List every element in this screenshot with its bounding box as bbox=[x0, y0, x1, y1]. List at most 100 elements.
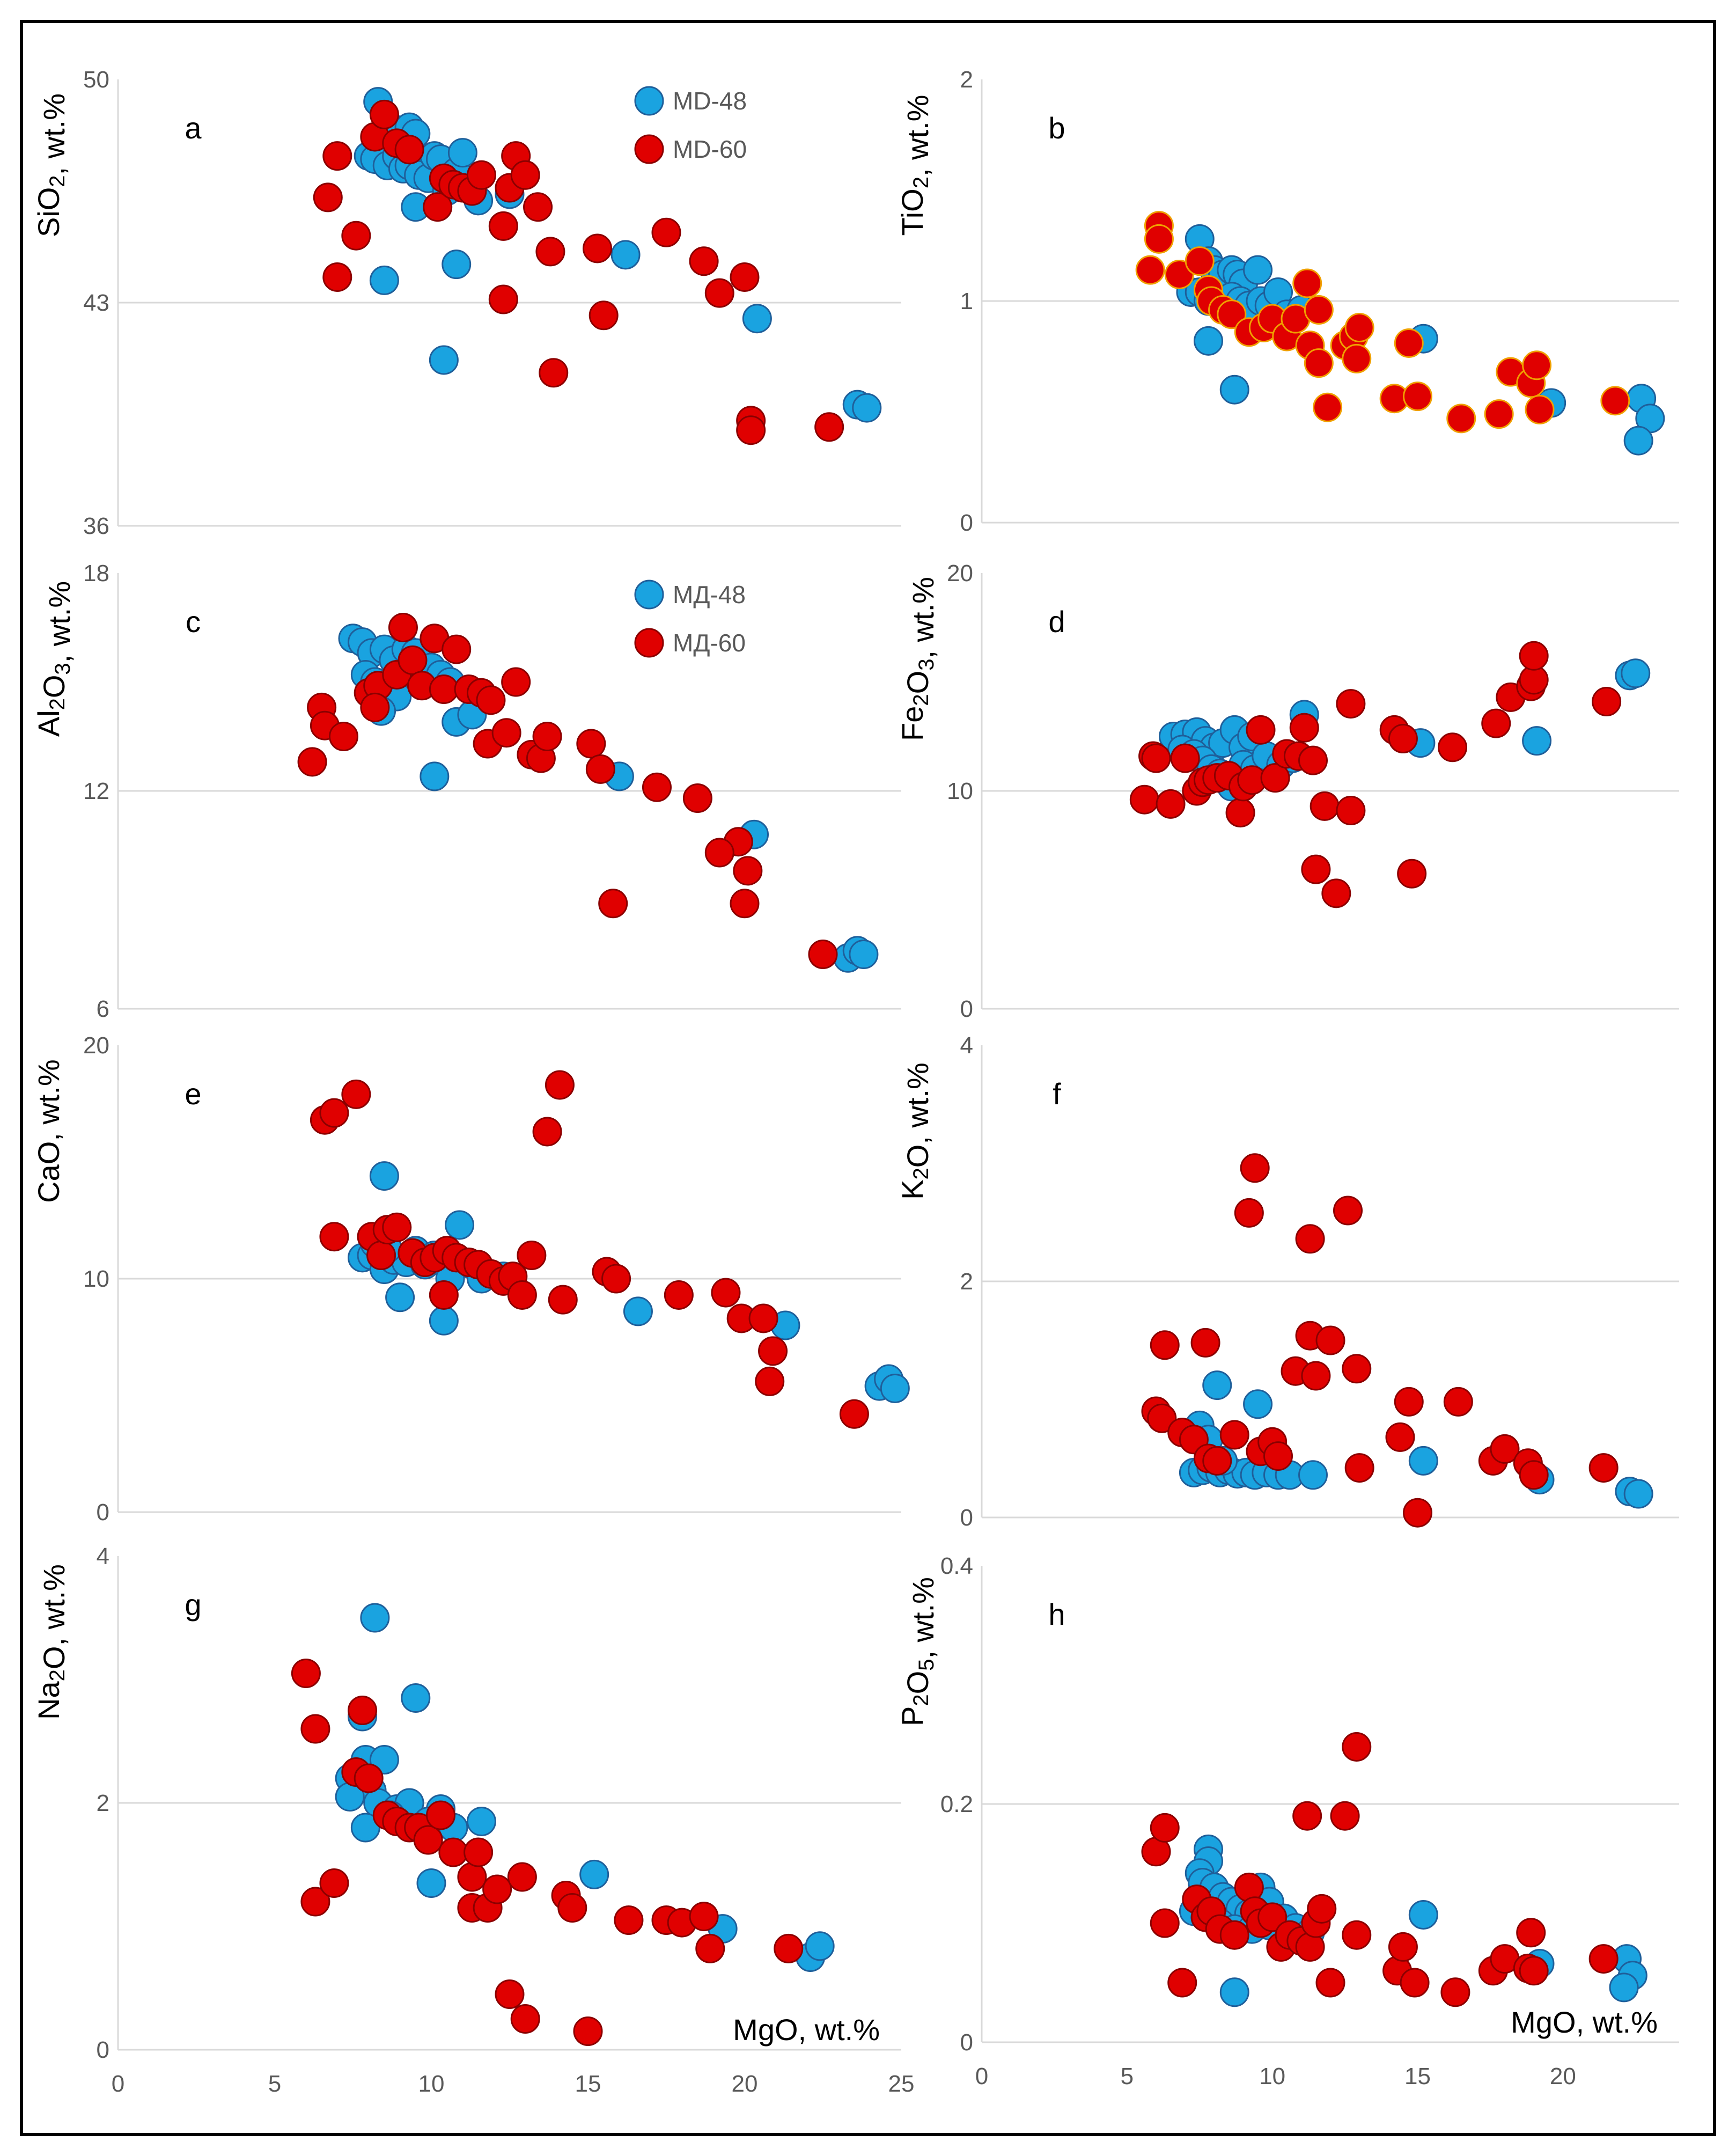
data-point bbox=[589, 300, 619, 331]
data-point bbox=[388, 613, 418, 642]
x-tick-label: 15 bbox=[1404, 2063, 1431, 2089]
data-point bbox=[1292, 268, 1322, 298]
data-point bbox=[1443, 1387, 1473, 1417]
data-point bbox=[532, 1117, 562, 1147]
data-point bbox=[1336, 796, 1366, 826]
data-point bbox=[598, 889, 628, 919]
data-point bbox=[1600, 386, 1630, 416]
x-axis-label: MgO, wt.% bbox=[1511, 2005, 1658, 2039]
data-point bbox=[805, 1931, 835, 1961]
data-point bbox=[464, 1837, 494, 1867]
data-point bbox=[300, 1887, 330, 1917]
y-tick-label: 20 bbox=[83, 1032, 109, 1059]
data-point bbox=[1623, 1479, 1653, 1509]
y-tick-label: 0 bbox=[97, 2037, 109, 2063]
series-second bbox=[310, 1070, 869, 1429]
data-point bbox=[682, 783, 712, 813]
data-point bbox=[1307, 1894, 1337, 1924]
data-point bbox=[583, 233, 613, 263]
data-point bbox=[322, 141, 352, 171]
data-point bbox=[398, 645, 428, 675]
data-point bbox=[369, 265, 399, 295]
data-point bbox=[651, 217, 681, 247]
data-point bbox=[501, 667, 531, 697]
data-point bbox=[1217, 299, 1247, 329]
data-point bbox=[466, 1807, 496, 1836]
data-point bbox=[748, 1303, 778, 1333]
data-point bbox=[1516, 1918, 1546, 1948]
y-tick-label: 0 bbox=[960, 510, 973, 536]
data-point bbox=[730, 262, 760, 292]
data-point bbox=[517, 1241, 547, 1270]
y-tick-label: 2 bbox=[97, 1790, 109, 1816]
data-point bbox=[623, 1296, 653, 1326]
data-point bbox=[394, 135, 424, 165]
data-point bbox=[413, 1825, 443, 1855]
data-point bbox=[1310, 791, 1340, 821]
x-tick-label: 0 bbox=[975, 2063, 988, 2089]
series-second bbox=[1129, 641, 1622, 908]
data-point bbox=[420, 761, 450, 791]
data-point bbox=[730, 889, 760, 919]
data-point bbox=[585, 754, 615, 784]
data-point bbox=[319, 1868, 349, 1898]
data-point bbox=[601, 1264, 631, 1294]
data-point bbox=[1342, 1354, 1372, 1384]
data-point bbox=[1202, 1370, 1232, 1400]
data-point bbox=[426, 1800, 456, 1830]
data-point bbox=[523, 192, 553, 222]
data-point bbox=[429, 1306, 459, 1336]
data-point bbox=[1304, 348, 1334, 378]
legend-marker bbox=[634, 580, 664, 610]
panel-h: 0 0.2 0.4 0 5 10 15 20 MgO, wt.% P2O5, wt.% h bbox=[895, 1553, 1679, 2089]
panel-letter: g bbox=[185, 1588, 201, 1622]
data-point bbox=[1225, 798, 1255, 828]
panel-g: 0 2 4 0 5 10 15 20 25 MgO, wt.% Na2O, wt.% g bbox=[32, 1543, 914, 2097]
y-tick-label: 0.2 bbox=[940, 1791, 973, 1817]
y-tick-label: 1 bbox=[960, 288, 973, 314]
data-point bbox=[1481, 708, 1511, 738]
data-point bbox=[385, 1282, 415, 1312]
data-point bbox=[1301, 1361, 1331, 1391]
data-point bbox=[576, 729, 606, 759]
data-point bbox=[557, 1893, 587, 1923]
data-point bbox=[695, 1933, 725, 1963]
data-point bbox=[457, 1862, 487, 1892]
y-tick-label: 36 bbox=[83, 513, 109, 539]
data-point bbox=[1304, 295, 1334, 325]
y-tick-label: 18 bbox=[83, 560, 109, 586]
data-point bbox=[1257, 1902, 1288, 1932]
y-axis-label: Fe2O3, wt.% bbox=[895, 577, 940, 741]
data-point bbox=[1190, 1328, 1220, 1358]
panel-b: 0 1 2 TiO2, wt.% b bbox=[895, 67, 1679, 536]
legend-marker bbox=[634, 86, 664, 116]
data-point bbox=[442, 250, 472, 280]
data-point bbox=[704, 838, 734, 868]
y-axis-label: CaO, wt.% bbox=[32, 1059, 65, 1203]
data-point bbox=[488, 284, 518, 314]
y-axis-label: P2O5, wt.% bbox=[895, 1577, 940, 1726]
data-point bbox=[1394, 328, 1424, 358]
legend-marker bbox=[634, 628, 664, 658]
data-point bbox=[423, 192, 453, 222]
data-point bbox=[1388, 724, 1418, 754]
data-point bbox=[539, 358, 569, 388]
y-tick-label: 20 bbox=[947, 560, 973, 586]
data-point bbox=[366, 1241, 396, 1270]
data-point bbox=[360, 1603, 390, 1633]
data-point bbox=[297, 747, 327, 777]
data-point bbox=[758, 1336, 788, 1366]
data-point bbox=[1240, 1153, 1270, 1183]
data-point bbox=[401, 1683, 431, 1713]
y-tick-label: 0.4 bbox=[940, 1553, 973, 1579]
data-point bbox=[491, 718, 521, 748]
x-tick-label: 10 bbox=[1259, 2063, 1285, 2089]
panel-letter: d bbox=[1048, 605, 1065, 639]
panel-letter: a bbox=[185, 111, 202, 145]
x-tick-label: 15 bbox=[575, 2071, 601, 2097]
y-axis-label: Al2O3, wt.% bbox=[32, 581, 76, 737]
panel-letter: b bbox=[1048, 111, 1065, 145]
data-point bbox=[319, 1222, 349, 1252]
